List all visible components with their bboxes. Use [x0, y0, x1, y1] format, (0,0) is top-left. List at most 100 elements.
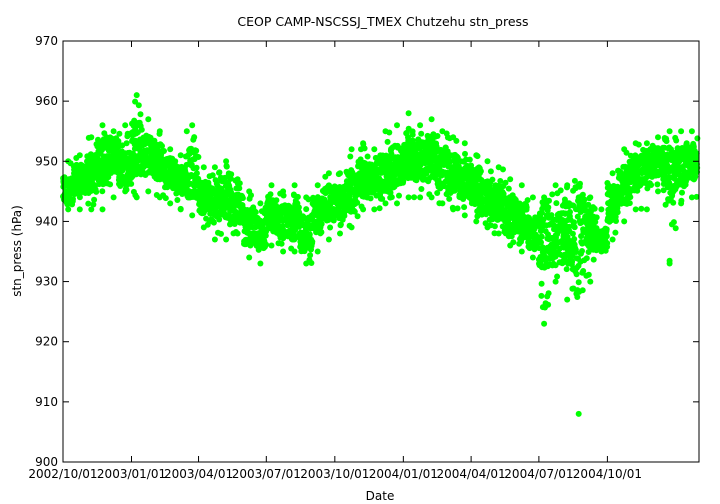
data-point — [678, 200, 685, 207]
data-point — [223, 236, 230, 243]
data-point — [193, 164, 200, 171]
data-point — [325, 170, 332, 177]
data-point — [351, 208, 358, 215]
data-point — [133, 194, 140, 201]
data-point — [428, 116, 435, 123]
data-point — [604, 240, 611, 247]
data-point — [388, 194, 395, 201]
data-point — [263, 241, 270, 248]
data-point — [90, 201, 97, 208]
data-point — [655, 134, 661, 141]
data-point — [574, 294, 581, 300]
data-point — [183, 128, 190, 135]
data-point — [450, 134, 457, 141]
data-point — [575, 279, 582, 286]
data-point — [495, 230, 502, 237]
x-tick-label: 2004/01/01 — [369, 467, 438, 481]
data-point — [505, 185, 512, 192]
data-point — [660, 187, 667, 194]
data-point — [461, 140, 468, 147]
data-point — [267, 191, 274, 198]
data-point — [598, 248, 605, 255]
data-point — [306, 231, 313, 238]
data-point — [337, 230, 343, 237]
data-point — [621, 218, 628, 225]
data-point — [461, 204, 468, 211]
data-point — [609, 170, 616, 177]
data-point — [278, 240, 285, 247]
data-point — [218, 230, 224, 237]
data-point — [236, 185, 243, 192]
data-point — [491, 223, 498, 230]
data-point — [564, 182, 571, 189]
data-point — [577, 180, 583, 187]
data-point — [227, 175, 234, 182]
data-point — [116, 130, 123, 137]
data-point — [573, 249, 580, 255]
data-point — [93, 188, 100, 195]
data-point — [564, 296, 571, 303]
data-point — [428, 194, 435, 201]
data-point — [379, 195, 386, 202]
plot-frame — [62, 40, 700, 463]
data-point — [571, 177, 578, 184]
data-point — [477, 168, 484, 175]
data-point — [347, 153, 354, 160]
data-point — [314, 182, 321, 189]
data-point — [76, 152, 83, 159]
data-point — [405, 194, 412, 201]
data-point — [132, 98, 139, 105]
data-point — [200, 224, 207, 231]
y-tick-label: 940 — [35, 214, 58, 228]
data-point — [209, 172, 216, 179]
data-point — [541, 194, 548, 201]
data-point — [670, 199, 677, 206]
y-tick-label: 950 — [35, 154, 58, 168]
data-point — [318, 221, 325, 227]
data-point — [280, 248, 287, 255]
data-point — [573, 271, 580, 278]
data-point — [348, 180, 355, 187]
data-point — [107, 181, 114, 188]
data-point — [497, 178, 504, 184]
data-point — [159, 143, 165, 149]
data-point — [540, 216, 547, 223]
data-point — [367, 195, 374, 202]
y-tick-label: 970 — [35, 34, 58, 48]
data-point — [360, 206, 367, 213]
data-point — [268, 242, 275, 249]
data-point — [234, 230, 241, 237]
data-point — [484, 158, 491, 165]
data-point — [538, 239, 544, 246]
data-point — [252, 209, 259, 216]
data-point — [567, 209, 573, 215]
data-point — [371, 206, 378, 213]
data-point — [632, 140, 639, 147]
data-point — [91, 196, 98, 203]
data-point — [354, 213, 361, 220]
data-point — [337, 221, 344, 228]
data-point — [627, 194, 634, 201]
data-point — [418, 186, 425, 192]
data-point — [303, 194, 310, 201]
data-point — [575, 410, 582, 417]
data-point — [268, 182, 275, 189]
y-tick-label: 900 — [35, 455, 58, 469]
data-point — [571, 219, 577, 226]
data-point — [193, 147, 200, 154]
data-point — [489, 176, 496, 183]
data-point — [591, 205, 598, 212]
data-point — [348, 146, 355, 153]
data-point — [167, 200, 174, 207]
data-point — [303, 206, 310, 213]
data-point — [394, 122, 400, 129]
data-point — [384, 138, 391, 145]
data-point — [216, 169, 223, 176]
data-point — [145, 188, 152, 195]
data-point — [545, 204, 552, 211]
data-point — [679, 189, 685, 196]
data-point — [603, 233, 610, 240]
data-point — [529, 194, 536, 201]
data-point — [439, 128, 446, 135]
data-point — [246, 188, 253, 195]
